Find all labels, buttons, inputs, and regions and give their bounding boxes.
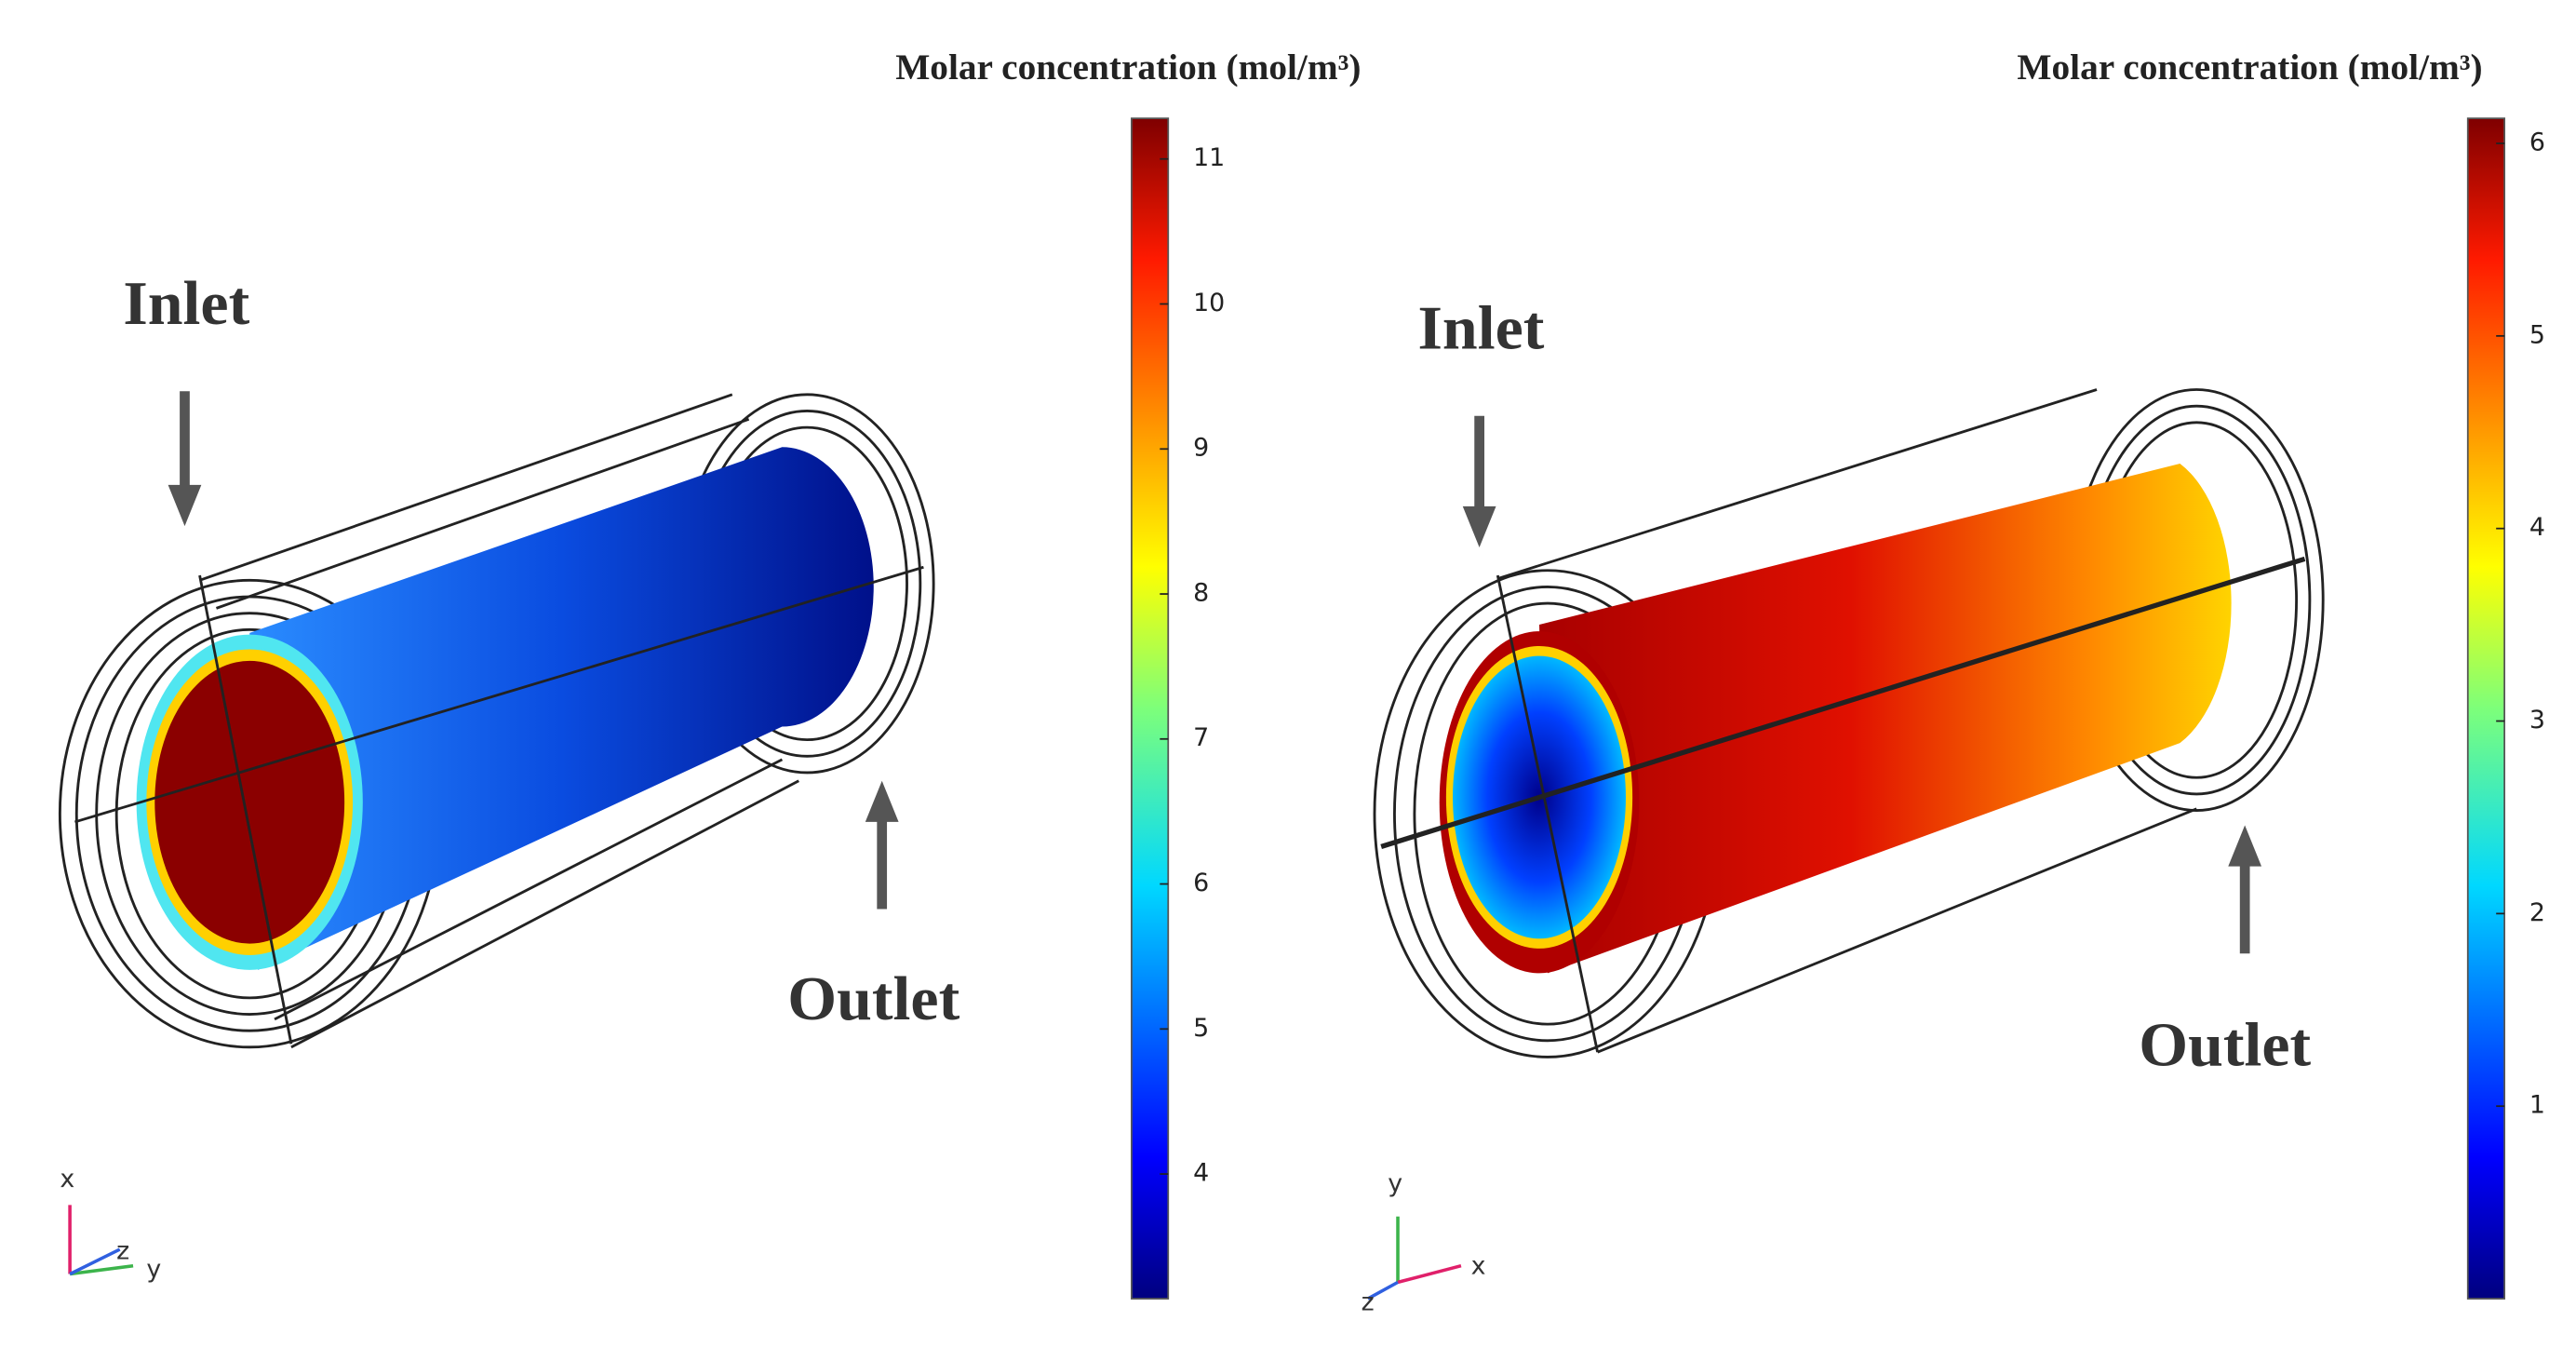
colorbar-tick-label: 4 <box>2529 513 2545 542</box>
colorbar-tick-label: 11 <box>1193 143 1225 172</box>
colorbar-tick-label: 6 <box>2529 128 2545 157</box>
axis-label: z <box>116 1237 129 1266</box>
axis-label: z <box>1362 1288 1375 1317</box>
axis-label: y <box>1388 1169 1402 1198</box>
axis-label: x <box>60 1165 74 1193</box>
right-model <box>1373 388 2325 1058</box>
colorbar-tick-label: 5 <box>1193 1014 1209 1043</box>
axis-label: x <box>1471 1252 1486 1281</box>
colorbar-tick-label: 1 <box>2529 1091 2545 1120</box>
left-model <box>58 393 935 1049</box>
colorbar <box>1131 117 1170 1300</box>
colorbar-tick-label: 8 <box>1193 579 1209 608</box>
triads <box>68 1205 1462 1301</box>
colorbar-tick-label: 4 <box>1193 1159 1209 1188</box>
arrows <box>168 391 2262 954</box>
outlet-label: Outlet <box>787 964 959 1033</box>
colorbar-title: Molar concentration (mol/m³) <box>2017 47 2482 88</box>
colorbar-tick-label: 5 <box>2529 320 2545 349</box>
colorbar-tick-label: 2 <box>2529 898 2545 927</box>
colorbar-tick-label: 7 <box>1193 723 1209 752</box>
outlet-label: Outlet <box>2139 1010 2311 1080</box>
colorbar-title: Molar concentration (mol/m³) <box>895 47 1361 88</box>
colorbar-tick-label: 9 <box>1193 434 1209 463</box>
colorbar <box>2466 117 2506 1300</box>
colorbar-tick-label: 3 <box>2529 706 2545 735</box>
inlet-label: Inlet <box>123 268 249 338</box>
colorbar-tick-label: 6 <box>1193 869 1209 897</box>
colorbar-tick-label: 10 <box>1193 289 1225 317</box>
inlet-label: Inlet <box>1417 293 1544 363</box>
axis-label: y <box>146 1255 161 1284</box>
